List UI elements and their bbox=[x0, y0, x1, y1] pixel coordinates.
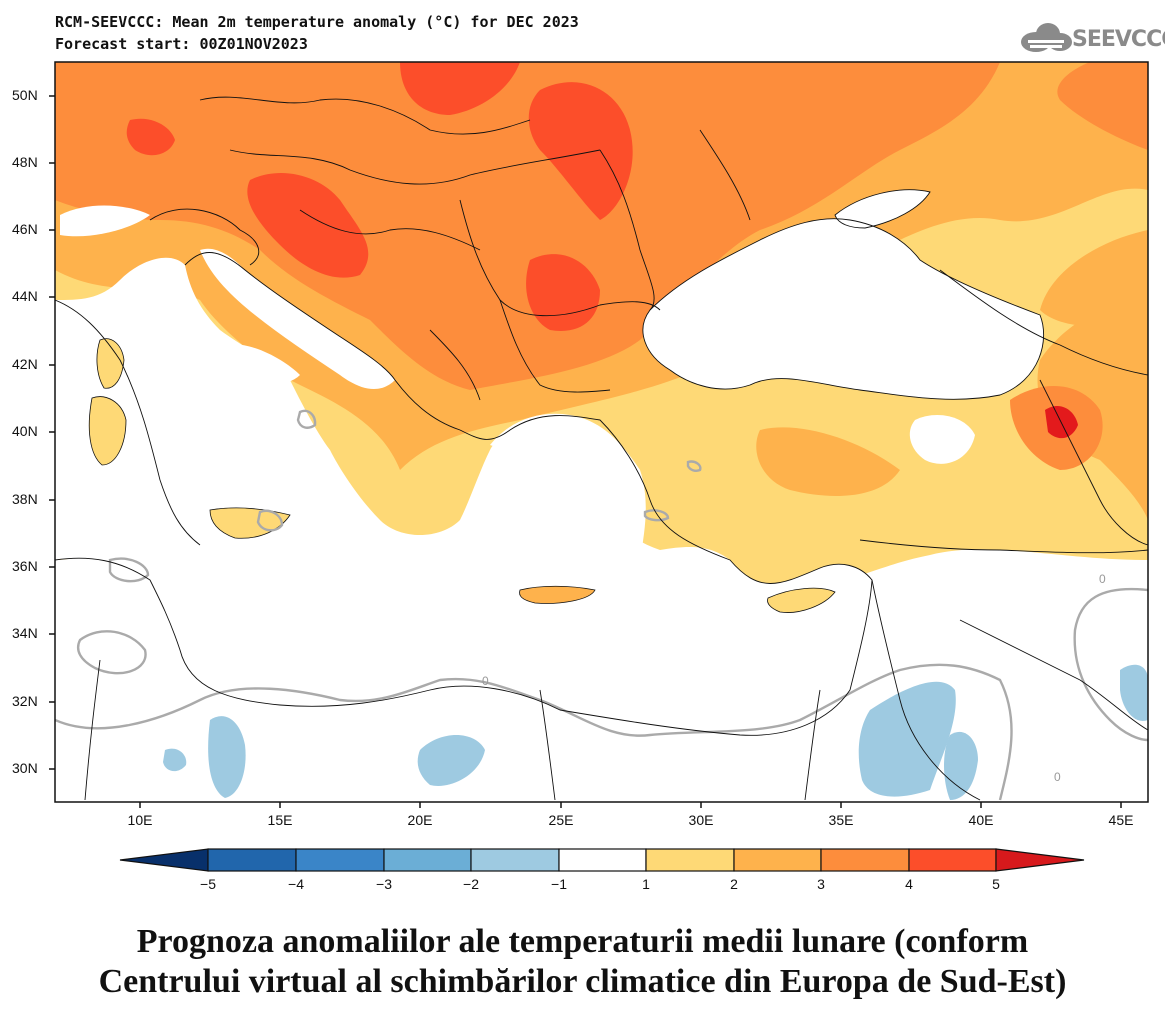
colorbar-bin bbox=[820, 848, 910, 872]
axis-ticks bbox=[49, 95, 1122, 808]
contour-label: 0 bbox=[1099, 572, 1106, 586]
lat-label: 40N bbox=[12, 423, 38, 439]
zero-contours bbox=[55, 409, 1148, 801]
lon-label: 35E bbox=[828, 812, 854, 828]
lat-label: 48N bbox=[12, 154, 38, 170]
lon-label: 30E bbox=[688, 812, 714, 828]
colorbar-label: −5 bbox=[200, 876, 216, 892]
lat-label: 44N bbox=[12, 288, 38, 304]
lat-label: 32N bbox=[12, 693, 38, 709]
caption-line: Centrului virtual al schimbărilor climat… bbox=[98, 963, 1067, 1000]
contour-label: 0 bbox=[1054, 770, 1061, 784]
sea-mask bbox=[55, 189, 1044, 736]
map-title: RCM-SEEVCCC: Mean 2m temperature anomaly… bbox=[55, 13, 579, 31]
seevccc-logo: SEEVCCC bbox=[1072, 27, 1165, 52]
colorbar-label: −3 bbox=[376, 876, 392, 892]
colorbar-label: 2 bbox=[730, 876, 738, 892]
colorbar-bin bbox=[383, 848, 472, 872]
colorbar-label: 4 bbox=[905, 876, 913, 892]
colorbar-bin bbox=[207, 848, 297, 872]
colorbar-label: −2 bbox=[463, 876, 479, 892]
lat-label: 50N bbox=[12, 87, 38, 103]
lat-label: 46N bbox=[12, 221, 38, 237]
colorbar-bin bbox=[645, 848, 735, 872]
caption: Prognoza anomaliilor ale temperaturii me… bbox=[0, 922, 1165, 1002]
lat-label: 38N bbox=[12, 491, 38, 507]
colorbar-bin bbox=[908, 848, 997, 872]
colorbar-label: −1 bbox=[551, 876, 567, 892]
lon-label: 25E bbox=[548, 812, 574, 828]
colorbar-below-min bbox=[119, 848, 209, 872]
lat-label: 42N bbox=[12, 356, 38, 372]
coastlines bbox=[55, 96, 1148, 801]
colorbar-bin bbox=[470, 848, 560, 872]
lat-label: 36N bbox=[12, 558, 38, 574]
cloud-icon bbox=[1021, 23, 1072, 52]
colorbar bbox=[119, 848, 1085, 872]
contour-label: 0 bbox=[482, 674, 489, 688]
colorbar-bin bbox=[558, 848, 647, 872]
colorbar-bin bbox=[733, 848, 822, 872]
lon-label: 20E bbox=[407, 812, 433, 828]
caption-line: Prognoza anomaliilor ale temperaturii me… bbox=[136, 923, 1029, 960]
colorbar-label: 1 bbox=[642, 876, 650, 892]
colorbar-label: 3 bbox=[817, 876, 825, 892]
lat-label: 34N bbox=[12, 625, 38, 641]
lat-label: 30N bbox=[12, 760, 38, 776]
colorbar-above-max bbox=[995, 848, 1085, 872]
lon-label: 15E bbox=[267, 812, 293, 828]
lon-label: 10E bbox=[127, 812, 153, 828]
forecast-start: Forecast start: 00Z01NOV2023 bbox=[55, 35, 308, 53]
colorbar-bin bbox=[295, 848, 385, 872]
lon-label: 45E bbox=[1108, 812, 1134, 828]
lon-label: 40E bbox=[968, 812, 994, 828]
colorbar-label: 5 bbox=[992, 876, 1000, 892]
colorbar-label: −4 bbox=[288, 876, 304, 892]
